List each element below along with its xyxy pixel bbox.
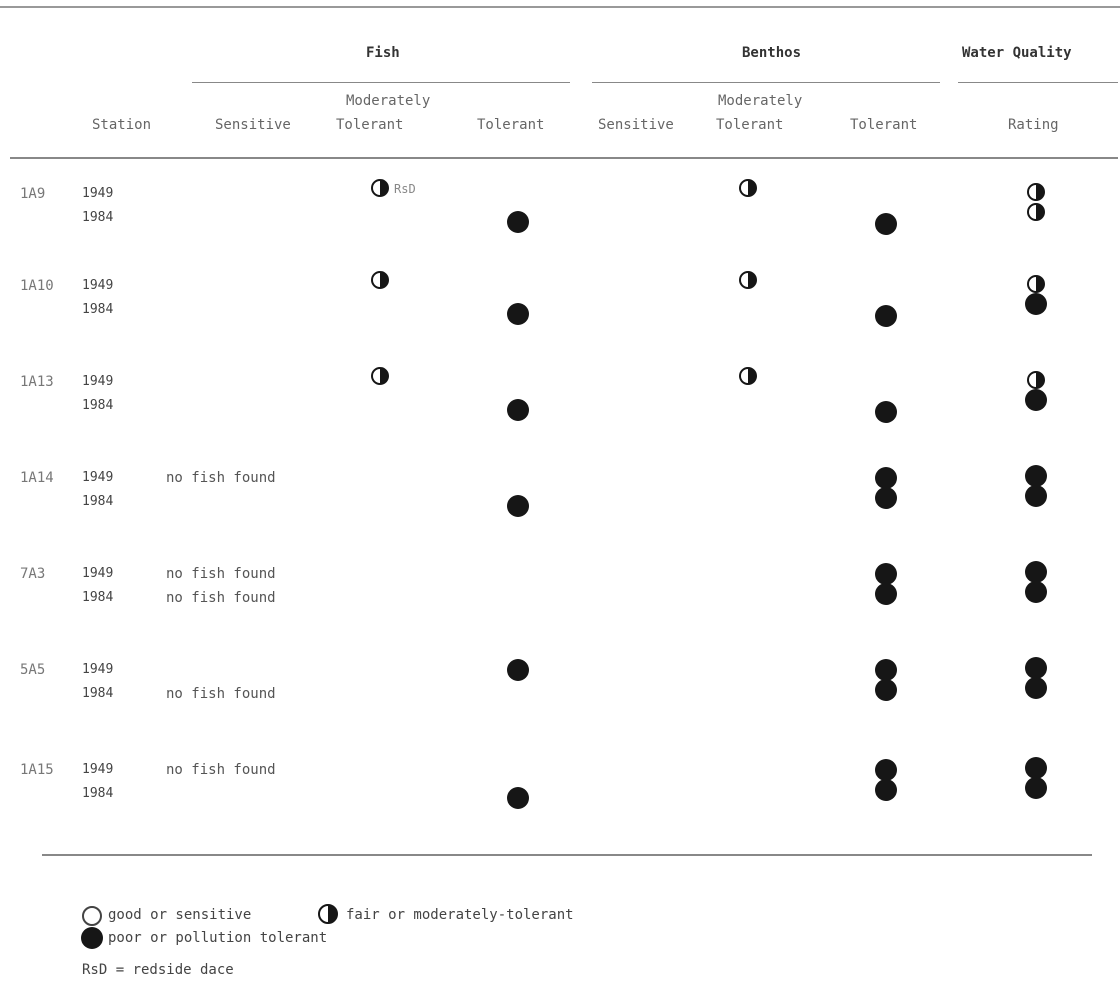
rating-poor-icon [1025,581,1047,603]
benthos-tolerant-icon [875,779,897,801]
year-1984: 1984 [82,210,114,225]
year-1984: 1984 [82,302,114,317]
benthos-moderately-tolerant-icon [739,367,757,385]
benthos-tolerant-icon [875,563,897,585]
rating-poor-icon [1025,677,1047,699]
benthos-tolerant-icon [875,583,897,605]
year-1949: 1949 [82,278,114,293]
year-1984: 1984 [82,686,114,701]
year-1949: 1949 [82,374,114,389]
year-1949: 1949 [82,470,114,485]
rating-fair-icon [1027,275,1045,293]
year-1949: 1949 [82,566,114,581]
station-id: 7A3 [20,566,46,582]
rating-poor-icon [1025,485,1047,507]
year-1984: 1984 [82,590,114,605]
benthos-tolerant-icon [875,679,897,701]
rating-poor-icon [1025,389,1047,411]
legend-abbreviation: RsD = redside dace [82,962,234,978]
no-fish-note: no fish found [166,470,276,486]
benthos-tolerant-icon [875,213,897,235]
col-header-benthos-moderately: Moderately [718,93,803,109]
benthos-group-rule [592,82,940,83]
legend-good-icon [82,906,102,926]
year-1949: 1949 [82,186,114,201]
legend-fair-icon [318,904,338,924]
fish-moderately-tolerant-icon [371,271,389,289]
benthos-moderately-tolerant-icon [739,271,757,289]
col-header-fish-tolerant: Tolerant [477,117,545,133]
no-fish-note: no fish found [166,762,276,778]
no-fish-note: no fish found [166,590,276,606]
col-header-fish-mod-tolerant: Tolerant [336,117,404,133]
species-label: RsD [394,182,416,196]
fish-moderately-tolerant-icon [371,179,389,197]
water-quality-group-rule [958,82,1118,83]
table-bottom-rule [42,854,1092,856]
year-1984: 1984 [82,398,114,413]
fish-tolerant-icon [507,495,529,517]
benthos-moderately-tolerant-icon [739,179,757,197]
year-1984: 1984 [82,494,114,509]
fish-tolerant-icon [507,659,529,681]
fish-group-rule [192,82,570,83]
rating-poor-icon [1025,657,1047,679]
col-header-fish-moderately: Moderately [346,93,431,109]
station-id: 1A14 [20,470,54,486]
col-header-benthos-tolerant: Tolerant [850,117,918,133]
station-id: 1A10 [20,278,54,294]
group-header-benthos: Benthos [742,45,802,61]
group-header-water-quality: Water Quality [962,45,1072,61]
legend-fair-label: fair or moderately-tolerant [346,907,574,923]
legend-good-label: good or sensitive [108,907,252,923]
no-fish-note: no fish found [166,686,276,702]
benthos-tolerant-icon [875,305,897,327]
fish-tolerant-icon [507,303,529,325]
rating-poor-icon [1025,777,1047,799]
station-id: 1A9 [20,186,46,202]
station-id: 1A13 [20,374,54,390]
year-1949: 1949 [82,762,114,777]
fish-tolerant-icon [507,787,529,809]
benthos-tolerant-icon [875,401,897,423]
col-header-benthos-sensitive: Sensitive [598,117,674,133]
fish-tolerant-icon [507,399,529,421]
top-rule [0,6,1120,8]
benthos-tolerant-icon [875,759,897,781]
no-fish-note: no fish found [166,566,276,582]
rating-fair-icon [1027,183,1045,201]
benthos-tolerant-icon [875,467,897,489]
rating-poor-icon [1025,293,1047,315]
col-header-station: Station [92,117,152,133]
fish-tolerant-icon [507,211,529,233]
col-header-benthos-mod-tolerant: Tolerant [716,117,784,133]
year-1984: 1984 [82,786,114,801]
group-header-fish: Fish [366,45,400,61]
year-1949: 1949 [82,662,114,677]
rating-poor-icon [1025,561,1047,583]
rating-poor-icon [1025,757,1047,779]
benthos-tolerant-icon [875,487,897,509]
station-id: 5A5 [20,662,46,678]
col-header-fish-sensitive: Sensitive [215,117,291,133]
legend-poor-icon [81,927,103,949]
header-bottom-rule [10,157,1118,159]
legend-poor-label: poor or pollution tolerant [108,930,328,946]
rating-fair-icon [1027,203,1045,221]
rating-poor-icon [1025,465,1047,487]
rating-fair-icon [1027,371,1045,389]
fish-moderately-tolerant-icon [371,367,389,385]
col-header-rating: Rating [1008,117,1059,133]
station-id: 1A15 [20,762,54,778]
benthos-tolerant-icon [875,659,897,681]
